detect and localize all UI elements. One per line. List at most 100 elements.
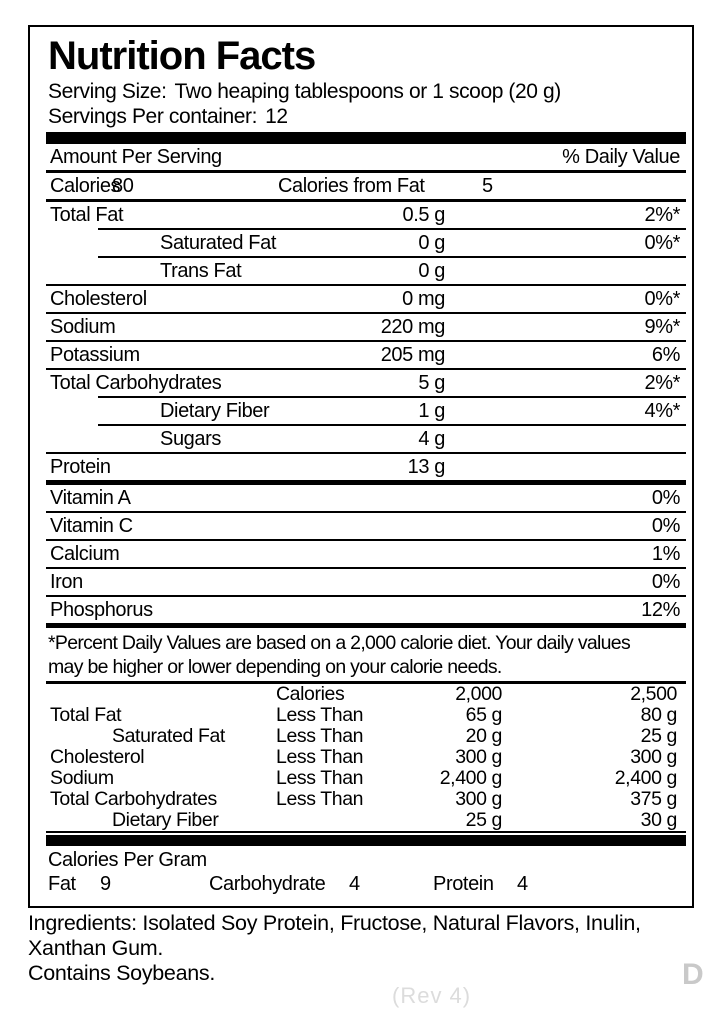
- nutrient-row-total-carbohydrates: Total Carbohydrates 5 g 2%*: [46, 370, 686, 396]
- dv-table-2000-header: 2,000: [455, 683, 502, 705]
- rule: [46, 831, 686, 833]
- nutrient-amount: 0 mg: [402, 288, 445, 310]
- ingredients-line-2: Xanthan Gum.: [28, 936, 164, 960]
- nutrient-row-protein: Protein 13 g: [46, 454, 686, 480]
- dv-table-row-saturated-fat: Saturated Fat Less Than 20 g 25 g: [46, 725, 686, 747]
- nutrient-amount: 13 g: [407, 456, 446, 478]
- serving-size-line: Serving Size: Two heaping tablespoons or …: [46, 79, 686, 104]
- rule: [98, 396, 686, 398]
- nutrient-dv: 2%*: [644, 204, 681, 226]
- dv-table-2500-header: 2,500: [630, 683, 677, 705]
- servings-per-container-value: 12: [265, 105, 288, 128]
- nutrient-dv: 9%*: [644, 316, 681, 338]
- vitamin-dv: 0%: [651, 515, 681, 537]
- amount-per-serving-text: Amount Per Serving: [50, 146, 222, 168]
- serving-size-value: Two heaping tablespoons or 1 scoop (20 g…: [174, 80, 562, 103]
- rule: [46, 567, 686, 569]
- calories-label: Calories: [50, 175, 121, 197]
- percent-daily-value-text: % Daily Value: [562, 146, 680, 168]
- nutrient-label: Cholesterol: [50, 288, 147, 310]
- thick-rule: [46, 623, 686, 628]
- dv-table-row-dietary-fiber: Dietary Fiber 25 g 30 g: [46, 809, 686, 831]
- dv-row-2000-value: 25 g: [465, 809, 503, 831]
- vitamin-dv: 0%: [651, 571, 681, 593]
- nutrient-label: Total Carbohydrates: [50, 372, 222, 394]
- dv-row-2500-value: 300 g: [630, 746, 677, 768]
- dv-table-calories-header: Calories: [276, 683, 345, 705]
- nutrient-dv: 2%*: [644, 372, 681, 394]
- rule: [46, 312, 686, 314]
- calories-value: 80: [112, 175, 134, 197]
- nutrient-amount: 205 mg: [380, 344, 446, 366]
- calories-row: Calories 80 Calories from Fat 5: [46, 173, 686, 199]
- rule: [46, 368, 686, 370]
- calories-per-gram-values-row: Fat 9 Carbohydrate 4 Protein 4: [46, 872, 686, 896]
- dv-row-2000-value: 300 g: [455, 788, 502, 810]
- cpg-fat-label: Fat: [48, 873, 76, 895]
- dv-row-label: Saturated Fat: [112, 725, 225, 747]
- dv-table-row-cholesterol: Cholesterol Less Than 300 g 300 g: [46, 746, 686, 768]
- amount-per-serving-header: Amount Per Serving % Daily Value: [46, 144, 686, 170]
- dv-row-label: Sodium: [50, 767, 114, 789]
- vitamin-row-iron: Iron 0%: [46, 569, 686, 595]
- nutrient-amount: 0.5 g: [402, 204, 446, 226]
- dv-row-2500-value: 30 g: [640, 809, 678, 831]
- nutrient-label: Potassium: [50, 344, 140, 366]
- nutrient-dv: 0%*: [644, 288, 681, 310]
- dv-row-qualifier: Less Than: [276, 746, 364, 768]
- vitamin-row-vitamin-c: Vitamin C 0%: [46, 513, 686, 539]
- nutrient-amount: 0 g: [418, 260, 445, 282]
- calories-per-gram-title-row: Calories Per Gram: [46, 848, 686, 872]
- nutrient-label: Total Fat: [50, 204, 124, 226]
- dv-row-label: Cholesterol: [50, 746, 145, 768]
- rule: [98, 256, 686, 258]
- servings-per-container-line: Servings Per container: 12: [46, 104, 686, 129]
- dv-row-label: Total Fat: [50, 704, 122, 726]
- rule: [46, 199, 686, 202]
- calories-from-fat-label: Calories from Fat: [278, 175, 425, 197]
- vitamin-label: Vitamin A: [50, 487, 131, 509]
- ingredients-section: Ingredients: Isolated Soy Protein, Fruct…: [28, 911, 641, 986]
- faint-revision-text: (Rev 4): [392, 983, 472, 1008]
- nutrition-facts-title: Nutrition Facts: [48, 34, 316, 78]
- dv-row-2000-value: 65 g: [465, 704, 503, 726]
- nutrient-label: Trans Fat: [160, 260, 242, 282]
- nutrient-row-saturated-fat: Saturated Fat 0 g 0%*: [46, 230, 686, 256]
- dv-row-qualifier: Less Than: [276, 725, 364, 747]
- nutrient-row-potassium: Potassium 205 mg 6%: [46, 342, 686, 368]
- rule: [46, 511, 686, 513]
- nutrient-label: Dietary Fiber: [160, 400, 270, 422]
- nutrient-amount: 0 g: [418, 232, 445, 254]
- nutrient-row-dietary-fiber: Dietary Fiber 1 g 4%*: [46, 398, 686, 424]
- nutrient-label: Sodium: [50, 316, 116, 338]
- rule: [46, 595, 686, 597]
- nutrient-amount: 220 mg: [380, 316, 446, 338]
- dv-row-2500-value: 25 g: [640, 725, 678, 747]
- dv-row-2000-value: 20 g: [465, 725, 503, 747]
- vitamin-label: Iron: [50, 571, 83, 593]
- nutrient-label: Saturated Fat: [160, 232, 276, 254]
- vitamin-row-phosphorus: Phosphorus 12%: [46, 597, 686, 623]
- rule: [46, 681, 686, 684]
- vitamin-row-calcium: Calcium 1%: [46, 541, 686, 567]
- dv-row-qualifier: Less Than: [276, 788, 364, 810]
- dv-row-qualifier: Less Than: [276, 767, 364, 789]
- dv-row-2500-value: 375 g: [630, 788, 677, 810]
- dv-table-header: Calories 2,000 2,500: [46, 683, 686, 705]
- vitamin-dv: 0%: [651, 487, 681, 509]
- nutrient-label: Sugars: [160, 428, 221, 450]
- vitamin-row-vitamin-a: Vitamin A 0%: [46, 485, 686, 511]
- rule: [98, 228, 686, 230]
- nutrient-row-sugars: Sugars 4 g: [46, 426, 686, 452]
- footnote-line-1: *Percent Daily Values are based on a 2,0…: [48, 632, 631, 654]
- dv-table-row-total-fat: Total Fat Less Than 65 g 80 g: [46, 704, 686, 726]
- cpg-protein-label: Protein: [433, 873, 494, 895]
- thick-separator-bar-bottom: [46, 835, 686, 846]
- nutrient-row-sodium: Sodium 220 mg 9%*: [46, 314, 686, 340]
- rule: [98, 424, 686, 426]
- dv-row-2500-value: 2,400 g: [614, 767, 678, 789]
- cpg-fat-value: 9: [100, 873, 111, 895]
- calories-from-fat-value: 5: [482, 175, 493, 197]
- dv-row-qualifier: Less Than: [276, 704, 364, 726]
- dv-row-2000-value: 300 g: [455, 746, 502, 768]
